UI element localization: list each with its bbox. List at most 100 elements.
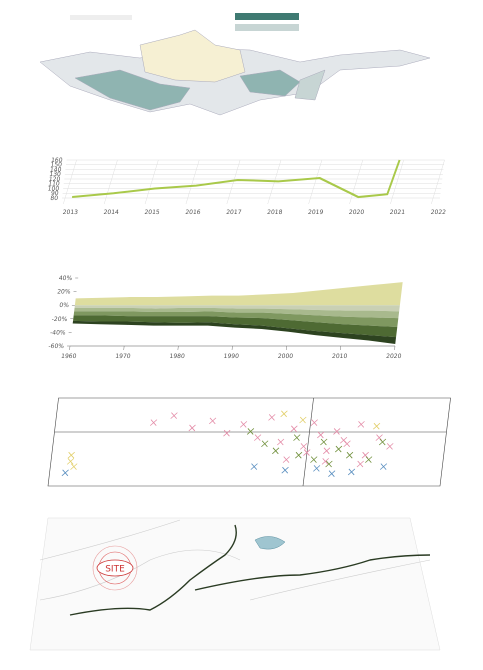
chart-scatter bbox=[47, 397, 451, 487]
x-tick-label: 2022 bbox=[430, 209, 446, 216]
plot-frame bbox=[47, 397, 451, 487]
region bbox=[239, 69, 301, 97]
point bbox=[268, 414, 276, 421]
x-tick-label: 1960 bbox=[61, 353, 77, 360]
point bbox=[67, 451, 75, 459]
grid-line bbox=[431, 159, 445, 205]
point bbox=[328, 470, 336, 477]
point bbox=[261, 440, 269, 448]
point bbox=[386, 443, 394, 450]
point bbox=[356, 460, 364, 468]
area-layer bbox=[73, 311, 399, 327]
x-tick-label: 2018 bbox=[267, 209, 283, 216]
area-layer bbox=[74, 305, 400, 312]
y-tick-label: 20% bbox=[57, 289, 71, 296]
point bbox=[299, 416, 307, 424]
x-tick-label: 1980 bbox=[169, 353, 185, 360]
x-tick-label: 2014 bbox=[103, 209, 119, 216]
point bbox=[239, 421, 248, 428]
point bbox=[250, 463, 258, 470]
point bbox=[375, 434, 383, 441]
area-layer bbox=[72, 320, 397, 344]
point bbox=[277, 438, 285, 446]
point bbox=[378, 438, 387, 446]
point bbox=[246, 428, 255, 435]
y-tick-label: -60% bbox=[48, 343, 65, 350]
y-tick-label: 150 bbox=[50, 162, 62, 169]
point bbox=[170, 412, 178, 419]
grid-line bbox=[63, 159, 77, 205]
point bbox=[188, 424, 196, 432]
x-tick-label: 2019 bbox=[308, 209, 324, 216]
point bbox=[334, 445, 343, 453]
point bbox=[325, 460, 333, 468]
point bbox=[61, 469, 69, 477]
lake bbox=[254, 536, 286, 550]
y-tick-label: 90 bbox=[50, 190, 59, 197]
area-layer bbox=[73, 315, 398, 338]
x-tick-label: 2016 bbox=[185, 209, 201, 216]
point bbox=[303, 449, 311, 456]
y-tick-label: 40% bbox=[58, 275, 72, 282]
bottom-map: SITE bbox=[29, 517, 441, 651]
point bbox=[290, 425, 298, 433]
x-tick-label: 2010 bbox=[332, 353, 348, 360]
point bbox=[310, 456, 318, 463]
river bbox=[69, 524, 431, 616]
point bbox=[313, 465, 321, 472]
point bbox=[320, 438, 328, 446]
point bbox=[333, 428, 341, 435]
x-tick-label: 2013 bbox=[62, 209, 78, 216]
grid-line bbox=[349, 159, 364, 205]
x-tick-label: 1990 bbox=[223, 353, 239, 360]
point bbox=[357, 421, 365, 428]
x-tick-label: 2017 bbox=[226, 209, 242, 216]
x-tick-label: 1970 bbox=[115, 353, 131, 360]
region bbox=[74, 69, 191, 111]
border bbox=[39, 519, 431, 601]
grid-line bbox=[103, 159, 118, 205]
point bbox=[293, 434, 301, 441]
site-badge bbox=[96, 559, 134, 577]
point bbox=[300, 443, 308, 450]
point bbox=[149, 419, 158, 426]
x-tick-label: 2020 bbox=[386, 353, 402, 360]
top-map bbox=[39, 13, 431, 116]
grid-line bbox=[390, 159, 404, 205]
point bbox=[295, 451, 303, 459]
point bbox=[347, 468, 356, 476]
x-tick-label: 2015 bbox=[144, 209, 160, 216]
line-series bbox=[72, 159, 401, 199]
point bbox=[209, 417, 217, 425]
x-tick-label: 2000 bbox=[277, 353, 293, 360]
site-ring bbox=[92, 545, 138, 591]
map-frame bbox=[29, 517, 441, 651]
x-tick-label: 2021 bbox=[389, 209, 405, 216]
y-tick-label: 130 bbox=[49, 171, 61, 178]
legend-swatch bbox=[235, 24, 299, 31]
point bbox=[282, 456, 290, 463]
y-tick-label: 120 bbox=[48, 176, 60, 183]
region bbox=[139, 29, 246, 83]
legend-swatch bbox=[235, 13, 299, 20]
point bbox=[223, 429, 231, 437]
x-tick-label: 2020 bbox=[348, 209, 364, 216]
grid-line bbox=[144, 159, 159, 205]
point bbox=[281, 466, 289, 474]
point bbox=[317, 431, 325, 439]
point bbox=[310, 419, 318, 426]
point bbox=[361, 451, 369, 459]
point bbox=[365, 456, 373, 463]
y-tick-label: 140 bbox=[49, 167, 61, 174]
y-tick-label: 80 bbox=[50, 195, 59, 202]
y-tick-label: -20% bbox=[51, 316, 68, 323]
crosshair bbox=[302, 398, 314, 486]
point bbox=[346, 451, 354, 459]
chart-area: -60% -40% -20% 0% 20% 40% 1960 1970 1980 1990 2000… bbox=[48, 275, 403, 360]
y-tick-label: 160 bbox=[51, 157, 63, 164]
point bbox=[70, 463, 78, 470]
y-tick-label: 100 bbox=[47, 186, 59, 193]
